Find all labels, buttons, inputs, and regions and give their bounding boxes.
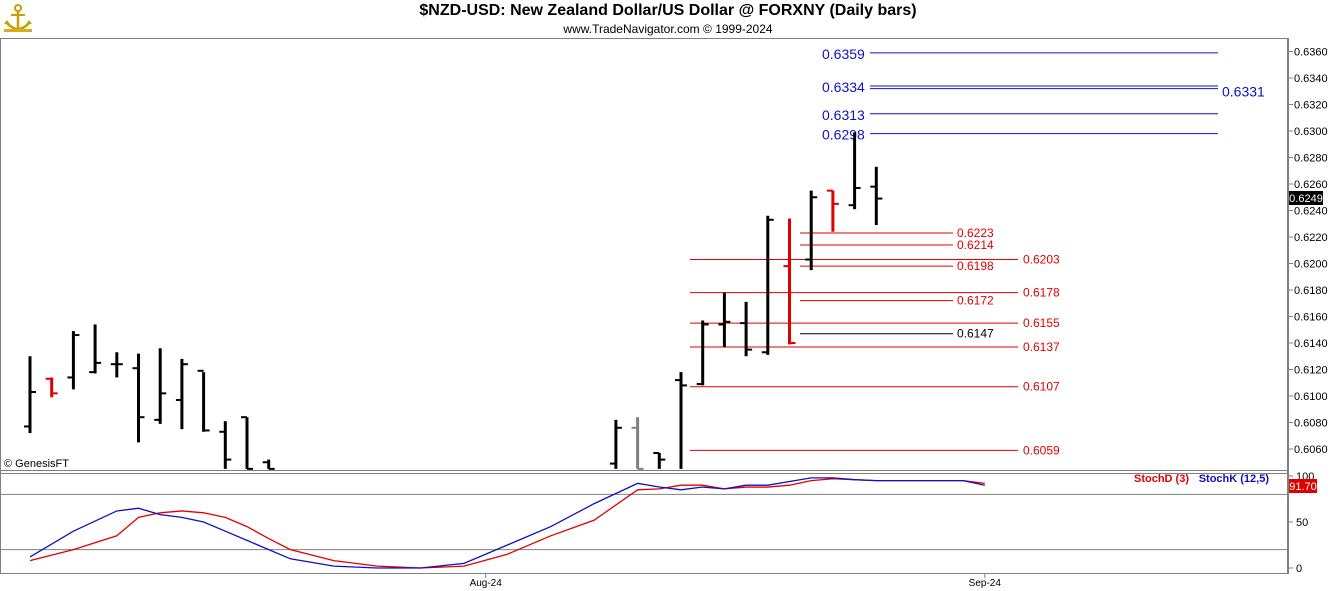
lower-level-long-label: 0.6155: [1023, 316, 1060, 330]
price-tick-label: 0.6080: [1294, 418, 1328, 430]
time-tick-label: Sep-24: [969, 578, 1002, 589]
price-tick-label: 0.6360: [1294, 47, 1328, 59]
lower-level-short-label: 0.6172: [957, 294, 994, 308]
ohlc-bar: [805, 190, 818, 271]
lower-level-short-label: 0.6223: [957, 226, 994, 240]
ohlc-bar: [826, 189, 839, 232]
price-axis: 0.6360 0.6340 0.6320 0.6300 0.6280 0.6260 0.62…: [1288, 47, 1328, 456]
upper-level-label: 0.6298: [822, 127, 865, 143]
lower-level-long-label: 0.6178: [1023, 286, 1060, 300]
price-tick-label: 0.6300: [1294, 126, 1328, 138]
price-bars: [24, 132, 883, 470]
price-tick-label: 0.6320: [1294, 100, 1328, 112]
ohlc-bar: [262, 459, 275, 470]
price-tick-label: 0.6160: [1294, 312, 1328, 324]
ohlc-bar: [67, 331, 80, 390]
ohlc-bar: [241, 416, 253, 470]
price-tick-label: 0.6100: [1294, 391, 1328, 403]
upper-level-label: 0.6313: [822, 107, 865, 123]
lower-level-short-label: 0.6198: [957, 259, 994, 273]
lower-level-long-label: 0.6203: [1023, 253, 1060, 267]
legend-stochk: StochK (12,5): [1199, 473, 1270, 485]
ohlc-bar: [89, 324, 102, 374]
price-tick-label: 0.6060: [1294, 444, 1328, 456]
ohlc-bar: [718, 292, 731, 347]
plot-frame: [0, 38, 1288, 574]
ohlc-bar: [154, 348, 167, 424]
ohlc-bar: [175, 358, 188, 430]
ohlc-bar: [783, 218, 796, 345]
last-price-marker: 0.6249: [1289, 191, 1323, 205]
ohlc-bar: [132, 353, 145, 443]
price-tick-label: 0.6340: [1294, 73, 1328, 85]
indicator-last-value-marker: 91.70: [1289, 479, 1317, 493]
chart-title: $NZD-USD: New Zealand Dollar/US Dollar @…: [419, 2, 917, 19]
price-tick-label: 0.6120: [1294, 365, 1328, 377]
ohlc-bar: [696, 320, 709, 386]
ohlc-bar: [675, 372, 687, 469]
gold-anchor-logo-icon: [4, 4, 32, 32]
ohlc-bar: [197, 369, 210, 432]
lower-level-long-label: 0.6107: [1023, 380, 1060, 394]
indicator-tick-label: 50: [1296, 517, 1308, 529]
lower-level-short-label: 0.6214: [957, 238, 994, 252]
indicator-tick-label: 0: [1296, 563, 1302, 575]
legend-stochd: StochD (3): [1134, 473, 1189, 485]
indicator-last-value-label: 91.70: [1289, 481, 1317, 493]
lower-level-long-label: 0.6059: [1023, 443, 1060, 457]
ohlc-bar: [609, 419, 622, 469]
ohlc-bar: [761, 215, 774, 355]
ohlc-bar: [631, 417, 644, 470]
ohlc-bar: [45, 377, 58, 398]
price-tick-label: 0.6200: [1294, 259, 1328, 271]
ohlc-bar: [24, 356, 36, 434]
price-tick-label: 0.6280: [1294, 153, 1328, 165]
indicator-series-line: [29, 477, 985, 569]
price-tick-label: 0.6260: [1294, 179, 1328, 191]
upper-level-label: 0.6331: [1222, 84, 1265, 100]
pivot-level-label: 0.6147: [957, 327, 994, 341]
last-price-label: 0.6249: [1289, 193, 1323, 205]
chart-header: $NZD-USD: New Zealand Dollar/US Dollar @…: [0, 0, 1336, 38]
time-axis: Aug-24 Sep-24: [470, 574, 1002, 589]
ohlc-bar: [110, 352, 123, 378]
ohlc-bar: [870, 166, 883, 226]
ohlc-bar: [848, 132, 861, 210]
stochastic-panel: [29, 477, 985, 569]
lower-level-long-label: 0.6137: [1023, 340, 1060, 354]
upper-level-label: 0.6334: [822, 79, 865, 95]
time-tick-label: Aug-24: [470, 578, 503, 589]
ohlc-bar: [740, 301, 753, 357]
ohlc-bar: [219, 421, 232, 469]
price-tick-label: 0.6140: [1294, 338, 1328, 350]
upper-level-label: 0.6359: [822, 46, 865, 62]
ohlc-bar: [653, 451, 666, 469]
price-tick-label: 0.6220: [1294, 232, 1328, 244]
chart-subtitle: www.TradeNavigator.com © 1999-2024: [563, 22, 773, 36]
watermark: © GenesisFT: [4, 458, 69, 470]
indicator-series-line: [29, 478, 985, 569]
price-tick-label: 0.6180: [1294, 285, 1328, 297]
price-tick-label: 0.6240: [1294, 206, 1328, 218]
